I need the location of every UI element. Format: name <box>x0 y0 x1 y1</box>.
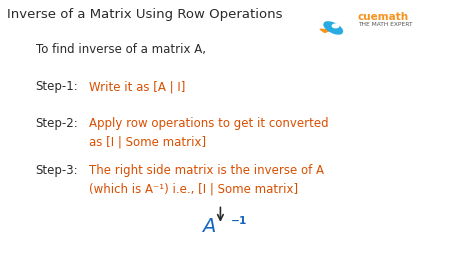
Text: cuemath: cuemath <box>358 12 409 22</box>
Text: $\mathbf{\mathit{A}}$: $\mathbf{\mathit{A}}$ <box>201 217 216 236</box>
Text: Step-2:: Step-2: <box>36 117 78 130</box>
Text: The right side matrix is the inverse of A
(which is A⁻¹) i.e., [I | Some matrix]: The right side matrix is the inverse of … <box>89 164 324 196</box>
Ellipse shape <box>324 22 343 34</box>
Text: To find inverse of a matrix A,: To find inverse of a matrix A, <box>36 43 206 56</box>
Text: Write it as [A | I]: Write it as [A | I] <box>89 80 185 93</box>
Text: Apply row operations to get it converted
as [I | Some matrix]: Apply row operations to get it converted… <box>89 117 329 149</box>
Text: $\mathbf{-1}$: $\mathbf{-1}$ <box>230 214 247 226</box>
Text: Step-1:: Step-1: <box>36 80 78 93</box>
Text: Inverse of a Matrix Using Row Operations: Inverse of a Matrix Using Row Operations <box>7 8 283 21</box>
Circle shape <box>332 24 339 28</box>
Text: THE MATH EXPERT: THE MATH EXPERT <box>358 22 412 27</box>
Polygon shape <box>320 29 331 33</box>
Text: Step-3:: Step-3: <box>36 164 78 177</box>
